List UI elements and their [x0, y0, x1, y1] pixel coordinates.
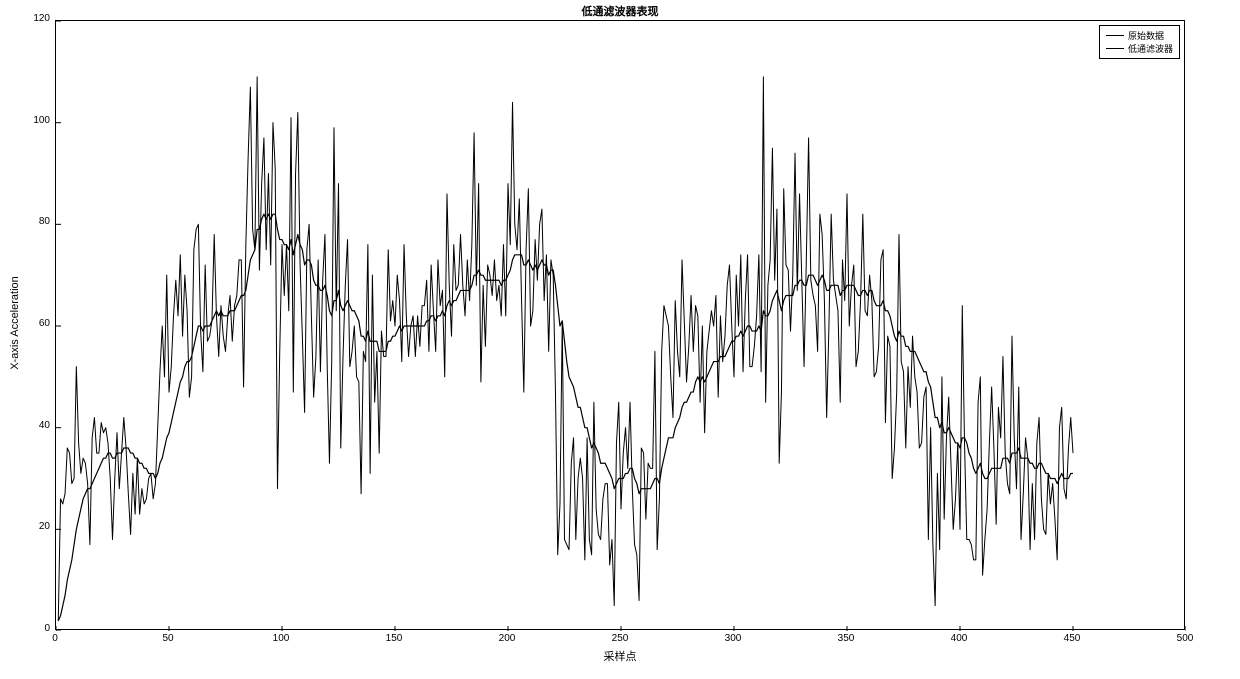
xtick-label: 250	[600, 633, 640, 644]
xtick-label: 300	[713, 633, 753, 644]
xtick-label: 150	[374, 633, 414, 644]
x-axis-label: 采样点	[0, 648, 1240, 664]
ytick-label: 80	[20, 216, 50, 227]
chart-title: 低通滤波器表现	[0, 3, 1240, 19]
legend-box: 原始数据 低通滤波器	[1099, 25, 1180, 59]
ytick-label: 20	[20, 521, 50, 532]
plot-area: 原始数据 低通滤波器	[55, 20, 1185, 630]
data-svg	[56, 21, 1186, 631]
xtick-label: 500	[1165, 633, 1205, 644]
series-filtered	[58, 214, 1073, 621]
legend-label-raw: 原始数据	[1128, 29, 1164, 42]
chart-container: 低通滤波器表现 原始数据 低通滤波器 X-axis Acceleration 采…	[0, 0, 1240, 679]
legend-item-filtered: 低通滤波器	[1106, 42, 1173, 55]
legend-line-raw	[1106, 35, 1124, 36]
xtick-label: 200	[487, 633, 527, 644]
xtick-label: 400	[939, 633, 979, 644]
xtick-label: 50	[148, 633, 188, 644]
ytick-label: 40	[20, 420, 50, 431]
xtick-label: 350	[826, 633, 866, 644]
xtick-label: 450	[1052, 633, 1092, 644]
ytick-label: 60	[20, 318, 50, 329]
legend-line-filtered	[1106, 48, 1124, 49]
ytick-label: 120	[20, 13, 50, 24]
xtick-label: 0	[35, 633, 75, 644]
ytick-label: 100	[20, 115, 50, 126]
legend-item-raw: 原始数据	[1106, 29, 1173, 42]
legend-label-filtered: 低通滤波器	[1128, 42, 1173, 55]
xtick-label: 100	[261, 633, 301, 644]
